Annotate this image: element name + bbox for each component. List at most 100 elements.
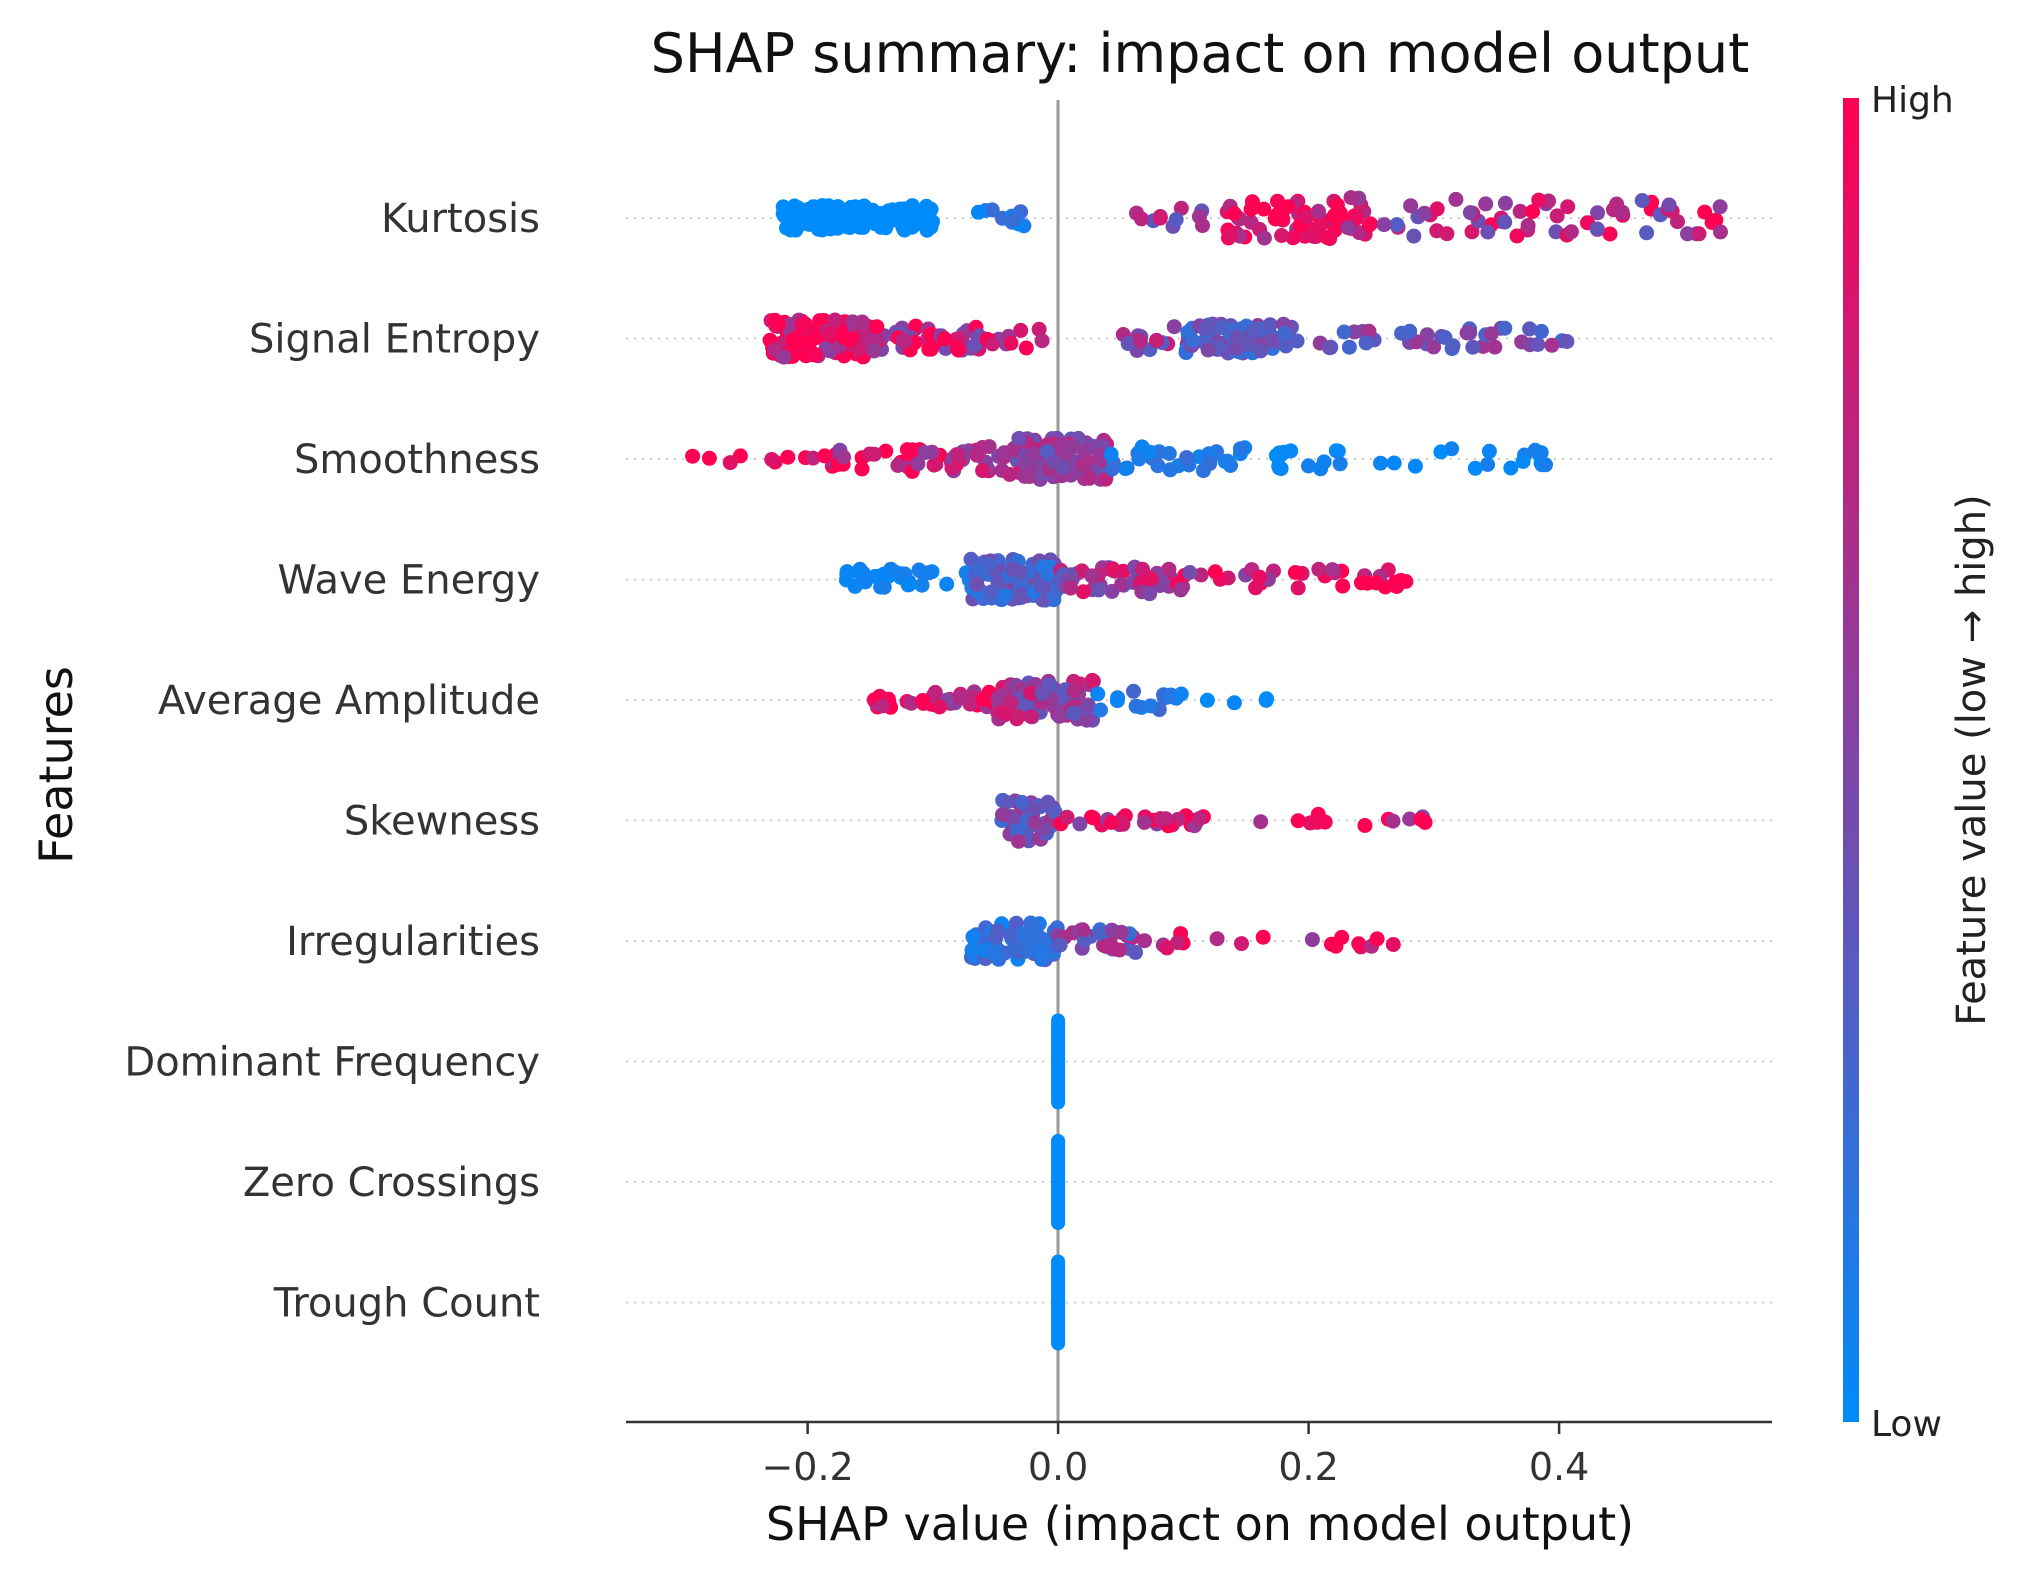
shap-points — [685, 190, 1728, 1351]
shap-point — [1046, 454, 1062, 470]
x-tick-label: −0.2 — [761, 1445, 853, 1489]
shap-point — [1091, 582, 1107, 598]
shap-point — [1290, 580, 1306, 596]
shap-point — [1590, 205, 1605, 221]
shap-point — [1357, 818, 1373, 833]
shap-point — [1487, 339, 1503, 355]
shap-point — [1335, 578, 1351, 594]
shap-point — [1448, 191, 1464, 207]
shap-point — [1149, 332, 1164, 348]
shap-point — [950, 342, 966, 358]
shap-point — [1287, 565, 1303, 580]
shap-point — [1368, 575, 1384, 591]
shap-point — [1439, 226, 1455, 242]
shap-point — [1104, 461, 1120, 477]
feature-label: Skewness — [344, 799, 540, 845]
shap-point — [1023, 915, 1039, 931]
shap-point — [1065, 705, 1081, 721]
shap-point — [1144, 571, 1159, 586]
shap-point — [1179, 450, 1195, 466]
shap-point — [915, 693, 931, 708]
shap-point — [965, 929, 981, 945]
shap-point — [1128, 698, 1144, 714]
shap-point — [968, 337, 984, 352]
feature-label: Trough Count — [273, 1281, 540, 1327]
shap-point — [972, 561, 987, 577]
shap-point — [1315, 215, 1331, 231]
shap-point — [939, 576, 955, 592]
shap-point — [1113, 924, 1129, 940]
shap-point — [1531, 192, 1547, 208]
shap-point — [850, 200, 866, 216]
shap-point — [974, 440, 990, 455]
shap-point — [1162, 462, 1178, 478]
shap-point — [903, 695, 919, 711]
shap-point — [1361, 323, 1377, 339]
shap-point — [1497, 320, 1513, 336]
shap-point — [839, 564, 855, 580]
shap-point — [1402, 811, 1418, 827]
shap-point — [913, 563, 929, 579]
shap-point — [1563, 224, 1579, 240]
shap-point — [1509, 228, 1525, 244]
shap-point — [1256, 201, 1272, 217]
shap-point — [1385, 937, 1401, 952]
shap-point — [1244, 194, 1260, 210]
colorbar-title: Feature value (low → high) — [1949, 494, 1995, 1026]
shap-point — [1340, 220, 1356, 236]
shap-point — [1544, 337, 1560, 353]
shap-point — [1128, 944, 1143, 960]
shap-point — [950, 447, 966, 463]
shap-point — [1017, 469, 1033, 484]
shap-point — [865, 202, 880, 218]
shap-point — [1026, 446, 1042, 462]
feature-label: Smoothness — [294, 437, 540, 483]
shap-point — [866, 343, 882, 359]
zero-impact-points — [1051, 1013, 1066, 1110]
shap-point — [836, 449, 851, 465]
shap-point — [1232, 441, 1248, 457]
shap-point — [1006, 212, 1022, 228]
chart-title: SHAP summary: impact on model output — [651, 22, 1750, 85]
shap-point — [1026, 927, 1042, 943]
shap-point — [1075, 584, 1091, 600]
shap-point — [1075, 922, 1091, 938]
feature-label: Wave Energy — [277, 558, 540, 604]
shap-point — [1483, 326, 1499, 342]
shap-point — [1530, 337, 1546, 352]
shap-point — [1003, 335, 1019, 351]
shap-point — [1003, 695, 1019, 710]
feature-label: Zero Crossings — [243, 1160, 540, 1206]
shap-point — [850, 564, 866, 580]
shap-point — [874, 698, 890, 714]
shap-point — [1299, 209, 1315, 225]
shap-point — [1334, 929, 1350, 945]
shap-point — [1152, 210, 1168, 226]
shap-point — [998, 794, 1014, 810]
shap-point — [1142, 586, 1158, 602]
shap-point — [1324, 562, 1340, 578]
shap-point — [908, 318, 924, 334]
shap-point — [722, 455, 738, 471]
shap-point — [1114, 576, 1130, 592]
shap-point — [1011, 430, 1027, 446]
shap-point — [1202, 456, 1218, 472]
shap-point — [1560, 199, 1576, 215]
shap-point — [1247, 322, 1262, 338]
shap-point — [1256, 230, 1272, 246]
shap-point — [1193, 567, 1209, 583]
shap-point — [1369, 931, 1385, 947]
shap-point — [953, 690, 969, 706]
shap-point — [1052, 937, 1068, 953]
shap-point — [767, 312, 783, 328]
shap-point — [1273, 461, 1289, 477]
x-tick-label: 0.0 — [1028, 1445, 1088, 1489]
shap-point — [1137, 933, 1152, 949]
shap-point — [1480, 457, 1496, 472]
shap-point — [1197, 320, 1213, 336]
shap-point — [797, 316, 813, 332]
shap-point — [989, 923, 1005, 939]
shap-point — [1275, 210, 1290, 226]
shap-point — [1386, 455, 1402, 471]
shap-point — [918, 198, 934, 214]
